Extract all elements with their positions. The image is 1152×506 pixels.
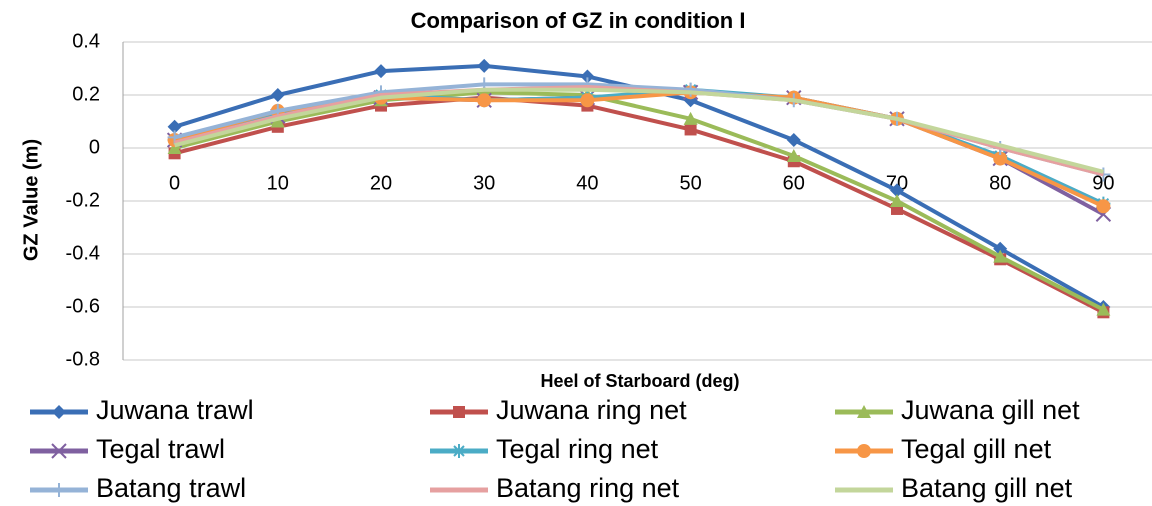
series — [168, 91, 1110, 319]
line — [174, 63, 1105, 309]
chart-title: Comparison of GZ in condition I — [411, 8, 746, 33]
series — [174, 87, 1104, 174]
marker — [890, 194, 904, 207]
marker — [857, 405, 871, 418]
marker — [993, 151, 1008, 166]
marker — [1096, 302, 1111, 316]
marker — [1096, 199, 1111, 214]
legend-label: Juwana trawl — [96, 395, 254, 425]
y-tick-label: 0 — [89, 136, 100, 158]
series — [174, 85, 1104, 177]
line — [174, 85, 1104, 177]
marker — [684, 123, 697, 136]
legend-label: Juwana ring net — [496, 395, 687, 425]
x-tick-label: 20 — [370, 172, 392, 194]
y-tick-label: 0.4 — [72, 30, 100, 52]
x-tick-label: 90 — [1092, 172, 1114, 194]
x-tick-label: 10 — [267, 172, 289, 194]
legend-label: Tegal gill net — [901, 434, 1052, 464]
legend-label: Tegal trawl — [96, 434, 225, 464]
marker — [890, 183, 904, 198]
marker — [477, 58, 492, 73]
marker — [167, 119, 182, 134]
x-tick-label: 40 — [576, 172, 598, 194]
marker — [270, 88, 285, 102]
x-tick-label: 30 — [473, 172, 495, 194]
marker — [52, 483, 66, 497]
line — [174, 90, 1105, 312]
legend-label: Tegal ring net — [496, 434, 659, 464]
y-axis-label: GZ Value (m) — [20, 139, 42, 261]
marker — [993, 241, 1008, 256]
legend-label: Juwana gill net — [901, 395, 1080, 425]
y-tick-label: -0.2 — [66, 189, 100, 211]
marker — [857, 444, 871, 458]
marker — [51, 443, 67, 459]
marker — [786, 148, 801, 162]
x-tick-label: 50 — [679, 172, 701, 194]
y-tick-label: -0.4 — [66, 242, 100, 264]
legend-label: Batang ring net — [496, 473, 680, 503]
marker — [167, 141, 182, 154]
marker — [580, 69, 595, 84]
y-tick-label: -0.6 — [66, 295, 100, 317]
x-tick-label: 60 — [783, 172, 805, 194]
marker — [374, 64, 388, 79]
line — [174, 87, 1104, 174]
legend-label: Batang trawl — [96, 473, 246, 503]
marker — [453, 406, 465, 418]
marker — [786, 133, 801, 148]
marker — [477, 93, 492, 108]
x-tick-label: 0 — [169, 172, 180, 194]
marker — [683, 111, 698, 125]
marker — [683, 82, 698, 97]
y-tick-label: 0.2 — [72, 83, 100, 105]
marker — [452, 444, 466, 458]
marker — [270, 114, 285, 128]
x-tick-label: 80 — [989, 172, 1011, 194]
line — [174, 95, 1105, 315]
x-axis-label: Heel of Starboard (deg) — [540, 371, 739, 391]
y-tick-label: -0.8 — [66, 348, 100, 370]
marker — [52, 405, 66, 419]
legend-label: Batang gill net — [901, 473, 1073, 503]
marker — [993, 249, 1008, 263]
marker — [580, 93, 595, 108]
